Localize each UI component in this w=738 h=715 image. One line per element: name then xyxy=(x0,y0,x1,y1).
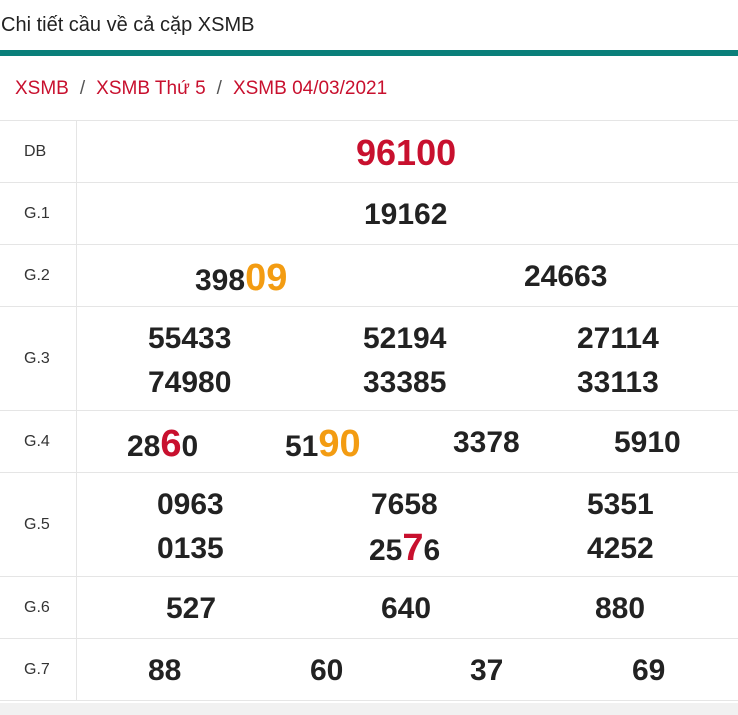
row-g6: G.6 527 640 880 xyxy=(0,577,738,639)
row-g4: G.4 2860 5190 3378 5910 xyxy=(0,411,738,473)
prize-label: G.6 xyxy=(0,577,77,638)
breadcrumb: XSMB / XSMB Thứ 5 / XSMB 04/03/2021 xyxy=(15,78,387,100)
row-g5: G.5 0963 7658 5351 0135 2576 4252 xyxy=(0,473,738,577)
breadcrumb-xsmb[interactable]: XSMB xyxy=(15,78,69,99)
prize-number: 69 xyxy=(632,654,666,687)
prize-number: 880 xyxy=(595,592,646,625)
breadcrumb-separator: / xyxy=(79,78,86,99)
prize-number: 2576 xyxy=(369,527,441,569)
row-g1: G.1 19162 xyxy=(0,183,738,245)
prize-number: 60 xyxy=(310,654,344,687)
prize-number: 24663 xyxy=(524,260,608,293)
prize-number: 0135 xyxy=(157,532,224,565)
row-db: DB 96100 xyxy=(0,121,738,183)
prize-number: 527 xyxy=(166,592,217,625)
prize-number: 2860 xyxy=(127,423,199,465)
prize-number: 4252 xyxy=(587,532,654,565)
prize-number: 5190 xyxy=(285,423,361,465)
prize-label: G.1 xyxy=(0,183,77,244)
prize-number: 19162 xyxy=(364,198,448,231)
prize-number: 27114 xyxy=(577,322,659,355)
prize-label: G.3 xyxy=(0,307,77,410)
prize-number: 0963 xyxy=(157,488,224,521)
prize-label: G.2 xyxy=(0,245,77,306)
highlighted-digits: 7 xyxy=(402,527,424,569)
row-g3: G.3 55433 52194 27114 74980 33385 33113 xyxy=(0,307,738,411)
highlighted-digits: 90 xyxy=(318,423,361,465)
prize-number: 33113 xyxy=(577,366,659,399)
breadcrumb-xsmb-date[interactable]: XSMB 04/03/2021 xyxy=(232,78,388,99)
footer-strip xyxy=(0,703,738,715)
special-prize-number: 96100 xyxy=(356,132,457,173)
highlighted-digits: 6 xyxy=(160,423,182,465)
prize-number: 88 xyxy=(148,654,182,687)
prize-number: 640 xyxy=(381,592,432,625)
prize-number: 52194 xyxy=(363,322,447,355)
prize-number: 3378 xyxy=(453,426,520,459)
prize-label: DB xyxy=(0,121,77,182)
page-header: Chi tiết cầu về cả cặp XSMB xyxy=(0,0,738,56)
row-g7: G.7 88 60 37 69 xyxy=(0,639,738,701)
prize-label: G.4 xyxy=(0,411,77,472)
prize-number: 39809 xyxy=(195,257,288,299)
breadcrumb-separator: / xyxy=(216,78,222,99)
prize-number: 7658 xyxy=(371,488,438,521)
prize-number: 5910 xyxy=(614,426,681,459)
accent-bar xyxy=(0,50,738,56)
prize-number: 74980 xyxy=(148,366,232,399)
prize-number: 33385 xyxy=(363,366,447,399)
highlighted-digits: 09 xyxy=(245,257,288,299)
prize-label: G.7 xyxy=(0,639,77,700)
results-table: DB 96100 G.1 19162 G.2 39809 24663 G.3 5… xyxy=(0,120,738,701)
prize-number: 37 xyxy=(470,654,504,687)
breadcrumb-xsmb-thu5[interactable]: XSMB Thứ 5 xyxy=(96,78,206,99)
prize-label: G.5 xyxy=(0,473,77,576)
prize-number: 5351 xyxy=(587,488,654,521)
prize-number: 55433 xyxy=(148,322,232,355)
row-g2: G.2 39809 24663 xyxy=(0,245,738,307)
page-title: Chi tiết cầu về cả cặp XSMB xyxy=(1,14,255,36)
